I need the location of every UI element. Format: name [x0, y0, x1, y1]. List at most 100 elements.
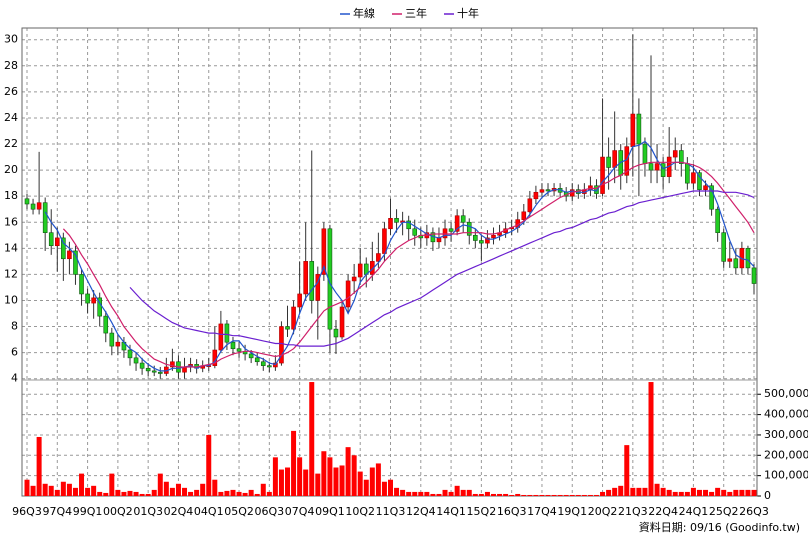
- candle-body: [527, 198, 533, 213]
- y-tick-label: 4: [11, 372, 18, 385]
- candle-body: [170, 361, 175, 368]
- volume-bar: [139, 493, 145, 496]
- y2-tick-label: 200,000: [764, 448, 808, 461]
- volume-bar: [266, 491, 272, 496]
- volume-bar: [563, 494, 569, 496]
- volume-bar: [400, 489, 406, 496]
- volume-bar: [412, 491, 418, 496]
- volume-bar: [194, 489, 200, 496]
- candle-body: [260, 361, 266, 366]
- x-tick-label: 10Q2: [345, 505, 375, 518]
- volume-bar: [648, 382, 654, 496]
- volume-bar: [91, 485, 97, 496]
- volume-bar: [339, 465, 345, 496]
- candle-body: [606, 156, 611, 168]
- volume-bar: [503, 493, 509, 496]
- volume-bar: [200, 483, 206, 496]
- x-tick-label: 11Q3: [376, 505, 406, 518]
- x-tick-label: 07Q4: [285, 505, 315, 518]
- volume-bar: [509, 494, 515, 496]
- source-note: 資料日期: 09/16 (Goodinfo.tw): [639, 520, 800, 534]
- candle-body: [697, 172, 702, 190]
- volume-bar: [690, 487, 696, 496]
- volume-bar: [254, 493, 260, 496]
- volume-bar: [587, 494, 593, 496]
- volume-bar: [206, 434, 212, 496]
- candle-body: [406, 220, 411, 230]
- x-tick-label: 24Q1: [679, 505, 709, 518]
- candle-body: [145, 367, 151, 372]
- volume-bar: [218, 491, 224, 496]
- volume-bar: [351, 455, 357, 496]
- volume-bar: [242, 492, 248, 496]
- volume-bar: [600, 491, 606, 496]
- x-tick-label: 05Q2: [224, 505, 254, 518]
- volume-bar: [375, 463, 381, 496]
- candle-body: [521, 211, 527, 220]
- x-tick-label: 12Q4: [406, 505, 436, 518]
- volume-bar: [321, 451, 327, 496]
- x-tick-label: 97Q4: [42, 505, 72, 518]
- y2-tick-label: 0: [764, 489, 771, 502]
- volume-bar: [666, 489, 672, 496]
- x-tick-label: 17Q4: [527, 505, 557, 518]
- candle-body: [157, 371, 163, 374]
- volume-bar: [145, 493, 151, 496]
- volume-bar: [527, 494, 533, 496]
- candle-body: [703, 185, 708, 190]
- volume-bar: [278, 469, 284, 496]
- candle-body: [48, 232, 54, 247]
- y-tick-label: 24: [4, 111, 18, 124]
- volume-bar: [115, 489, 121, 496]
- candle-body: [315, 274, 321, 301]
- volume-bar: [727, 491, 733, 496]
- candle-body: [394, 218, 399, 223]
- candle-body: [479, 240, 484, 244]
- candle-body: [727, 258, 733, 262]
- volume-bar: [381, 481, 387, 496]
- volume-bar: [363, 479, 369, 496]
- x-tick-label: 15Q2: [467, 505, 497, 518]
- volume-bar: [133, 491, 139, 496]
- candle-body: [485, 237, 490, 244]
- x-tick-label: 16Q3: [497, 505, 527, 518]
- x-tick-label: 01Q3: [133, 505, 163, 518]
- volume-bar: [212, 479, 218, 496]
- candle-body: [691, 172, 696, 184]
- y-tick-label: 14: [4, 241, 18, 254]
- volume-bar: [151, 489, 157, 496]
- candle-body: [345, 280, 351, 308]
- volume-bar: [406, 491, 412, 496]
- candle-body: [382, 228, 387, 254]
- volume-bar: [618, 485, 624, 496]
- volume-bar: [109, 473, 115, 496]
- candle-body: [672, 150, 678, 158]
- volume-bar: [54, 489, 60, 496]
- candle-body: [218, 323, 224, 351]
- legend-label: 十年: [457, 6, 479, 20]
- volume-bar: [327, 457, 333, 496]
- volume-bar: [660, 487, 666, 496]
- candle-body: [339, 306, 345, 338]
- volume-bar: [557, 494, 563, 496]
- candle-body: [115, 341, 121, 347]
- candle-body: [73, 250, 78, 275]
- candle-body: [67, 250, 72, 260]
- candle-body: [224, 323, 230, 343]
- x-tick-label: 00Q2: [103, 505, 133, 518]
- candle-body: [103, 315, 109, 334]
- y-tick-label: 28: [4, 59, 18, 72]
- y2-tick-label: 400,000: [764, 408, 808, 421]
- volume-bar: [521, 494, 527, 496]
- x-tick-label: 19Q1: [557, 505, 587, 518]
- x-tick-label: 09Q1: [315, 505, 345, 518]
- volume-bar: [24, 479, 30, 496]
- candle-body: [685, 163, 690, 184]
- y-tick-label: 22: [4, 137, 18, 150]
- volume-bar: [30, 485, 36, 496]
- candle-body: [309, 261, 315, 301]
- volume-bar: [333, 467, 339, 496]
- volume-bar: [575, 494, 581, 496]
- candle-body: [630, 113, 636, 147]
